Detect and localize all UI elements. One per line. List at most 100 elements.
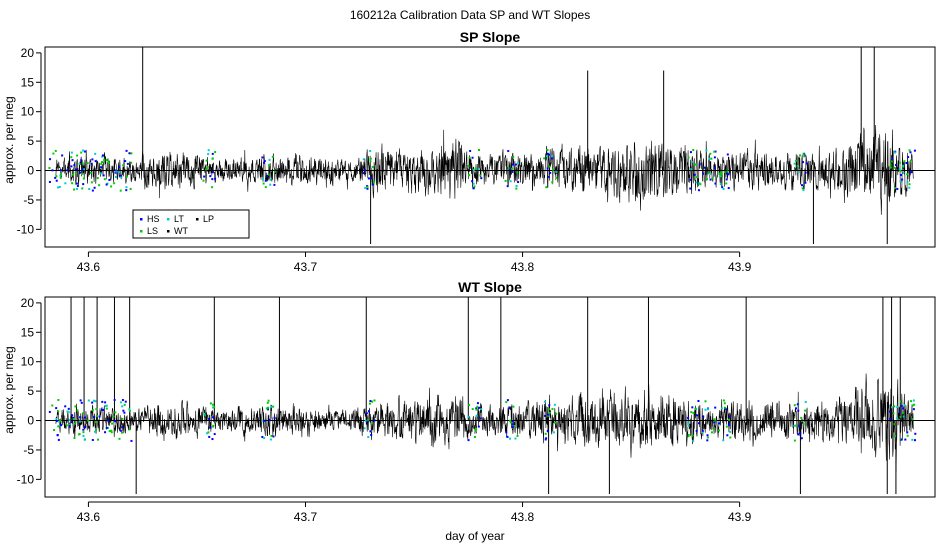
- calibration-point: [474, 427, 477, 430]
- calibration-point: [94, 430, 97, 433]
- calibration-point: [66, 168, 69, 171]
- calibration-point: [75, 168, 78, 171]
- calibration-point: [114, 420, 117, 423]
- calibration-point: [475, 408, 478, 411]
- x-tick-label: 43.8: [511, 510, 535, 524]
- calibration-point: [899, 170, 902, 173]
- calibration-point: [369, 430, 372, 433]
- calibration-point: [265, 407, 268, 410]
- calibration-point: [105, 426, 108, 429]
- calibration-point: [73, 437, 76, 440]
- calibration-point: [103, 178, 106, 181]
- calibration-point: [115, 176, 118, 179]
- calibration-cluster: [102, 159, 118, 188]
- calibration-point: [57, 398, 60, 401]
- calibration-point: [890, 160, 893, 163]
- calibration-point: [718, 422, 721, 425]
- calibration-point: [111, 422, 114, 425]
- calibration-point: [912, 399, 915, 402]
- calibration-point: [543, 157, 546, 160]
- legend-marker-ls: [140, 230, 143, 233]
- calibration-point: [88, 187, 91, 190]
- calibration-point: [121, 417, 124, 420]
- calibration-cluster: [363, 399, 376, 439]
- calibration-point: [76, 409, 79, 412]
- calibration-point: [54, 176, 57, 179]
- calibration-point: [371, 183, 374, 186]
- calibration-point: [546, 429, 549, 432]
- calibration-point: [75, 182, 78, 185]
- calibration-point: [371, 422, 374, 425]
- calibration-point: [97, 438, 100, 441]
- calibration-point: [703, 166, 706, 169]
- calibration-point: [908, 183, 911, 186]
- calibration-point: [516, 434, 519, 437]
- calibration-point: [372, 180, 375, 183]
- calibration-point: [805, 162, 808, 165]
- calibration-point: [689, 151, 692, 154]
- calibration-point: [49, 158, 52, 161]
- y-tick-label: 20: [21, 296, 35, 310]
- calibration-point: [476, 405, 479, 408]
- calibration-point: [118, 437, 121, 440]
- calibration-point: [81, 162, 84, 165]
- x-tick-label: 43.7: [294, 510, 318, 524]
- calibration-point: [800, 416, 803, 419]
- calibration-point: [893, 405, 896, 408]
- calibration-point: [729, 430, 732, 433]
- calibration-point: [909, 400, 912, 403]
- calibration-point: [104, 404, 107, 407]
- calibration-point: [909, 151, 912, 154]
- calibration-point: [707, 171, 710, 174]
- calibration-point: [82, 177, 85, 180]
- calibration-point: [705, 178, 708, 181]
- calibration-point: [365, 412, 368, 415]
- calibration-point: [207, 149, 210, 152]
- calibration-point: [902, 164, 905, 167]
- calibration-point: [369, 157, 372, 160]
- calibration-point: [126, 162, 129, 165]
- calibration-point: [96, 177, 99, 180]
- calibration-point: [511, 163, 514, 166]
- calibration-point: [708, 157, 711, 160]
- calibration-point: [694, 163, 697, 166]
- calibration-point: [55, 179, 58, 182]
- calibration-point: [726, 153, 729, 156]
- calibration-point: [511, 426, 514, 429]
- calibration-point: [271, 155, 274, 158]
- calibration-point: [94, 420, 97, 423]
- x-axis-label: day of year: [445, 529, 504, 543]
- calibration-point: [105, 183, 108, 186]
- calibration-point: [110, 185, 113, 188]
- calibration-point: [98, 415, 101, 418]
- calibration-point: [369, 160, 372, 163]
- calibration-point: [803, 155, 806, 158]
- calibration-point: [112, 415, 115, 418]
- calibration-point: [114, 171, 117, 174]
- calibration-point: [91, 158, 94, 161]
- calibration-point: [54, 149, 57, 152]
- calibration-point: [728, 415, 731, 418]
- calibration-point: [504, 179, 507, 182]
- calibration-point: [898, 410, 901, 413]
- calibration-point: [206, 432, 209, 435]
- calibration-point: [722, 439, 725, 442]
- y-tick-label: 5: [27, 134, 34, 148]
- calibration-point: [901, 178, 904, 181]
- y-tick-label: 15: [21, 75, 35, 89]
- calibration-point: [71, 159, 74, 162]
- calibration-point: [472, 169, 475, 172]
- legend-label-lp: LP: [203, 214, 214, 224]
- calibration-point: [475, 407, 478, 410]
- calibration-point: [725, 425, 728, 428]
- calibration-point: [914, 432, 917, 435]
- plot-area-sp: [45, 47, 935, 245]
- calibration-point: [509, 421, 512, 424]
- calibration-point: [78, 420, 81, 423]
- calibration-point: [512, 405, 515, 408]
- calibration-point: [82, 431, 85, 434]
- calibration-point: [555, 170, 558, 173]
- calibration-point: [889, 166, 892, 169]
- calibration-point: [371, 165, 374, 168]
- calibration-point: [68, 418, 71, 421]
